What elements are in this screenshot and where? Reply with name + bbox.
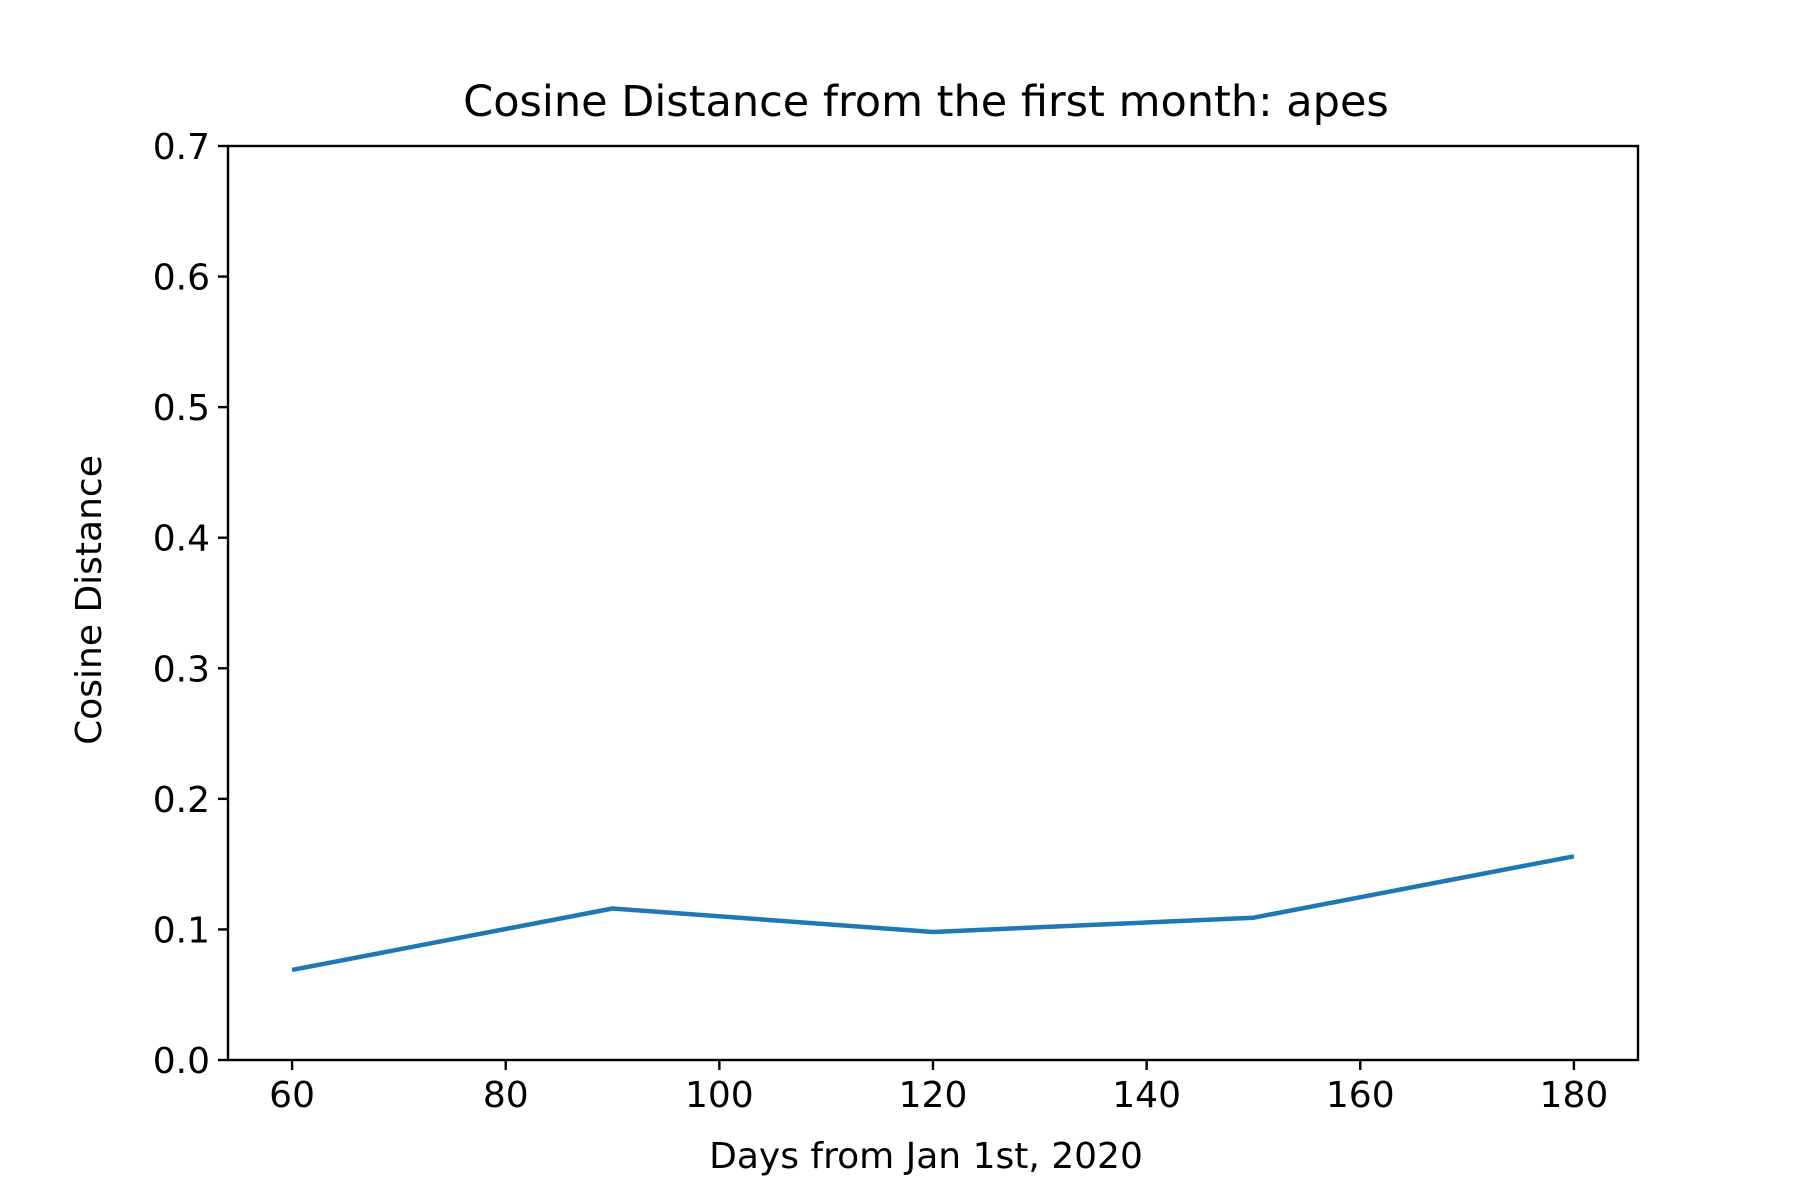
x-tick-label: 120 — [899, 1075, 968, 1116]
series-line — [291, 854, 1575, 973]
y-tick-label: 0.3 — [153, 649, 210, 690]
x-tick-label: 80 — [483, 1075, 529, 1116]
x-axis-label: Days from Jan 1st, 2020 — [709, 1136, 1143, 1177]
y-tick-label: 0.2 — [153, 780, 210, 821]
axis-ticks: 60 80 100 120 140 160 180 0.0 0.1 0.2 0.3 0.4 0.5 0.6… — [153, 127, 1609, 1116]
chart-title: Cosine Distance from the first month: ap… — [463, 77, 1389, 127]
x-tick-label: 140 — [1112, 1075, 1181, 1116]
y-axis-label: Cosine Distance — [69, 455, 110, 745]
x-tick-label: 160 — [1326, 1075, 1395, 1116]
y-tick-label: 0.0 — [153, 1041, 210, 1082]
y-tick-label: 0.1 — [153, 910, 210, 951]
x-tick-label: 180 — [1540, 1075, 1609, 1116]
plot-frame — [226, 144, 1640, 1062]
y-tick-label: 0.7 — [153, 127, 210, 168]
y-tick-label: 0.4 — [153, 519, 210, 560]
x-tick-label: 100 — [685, 1075, 754, 1116]
series-layer — [291, 854, 1575, 973]
y-tick-label: 0.6 — [153, 258, 210, 299]
y-tick-label: 0.5 — [153, 388, 210, 429]
x-tick-label: 60 — [269, 1075, 315, 1116]
